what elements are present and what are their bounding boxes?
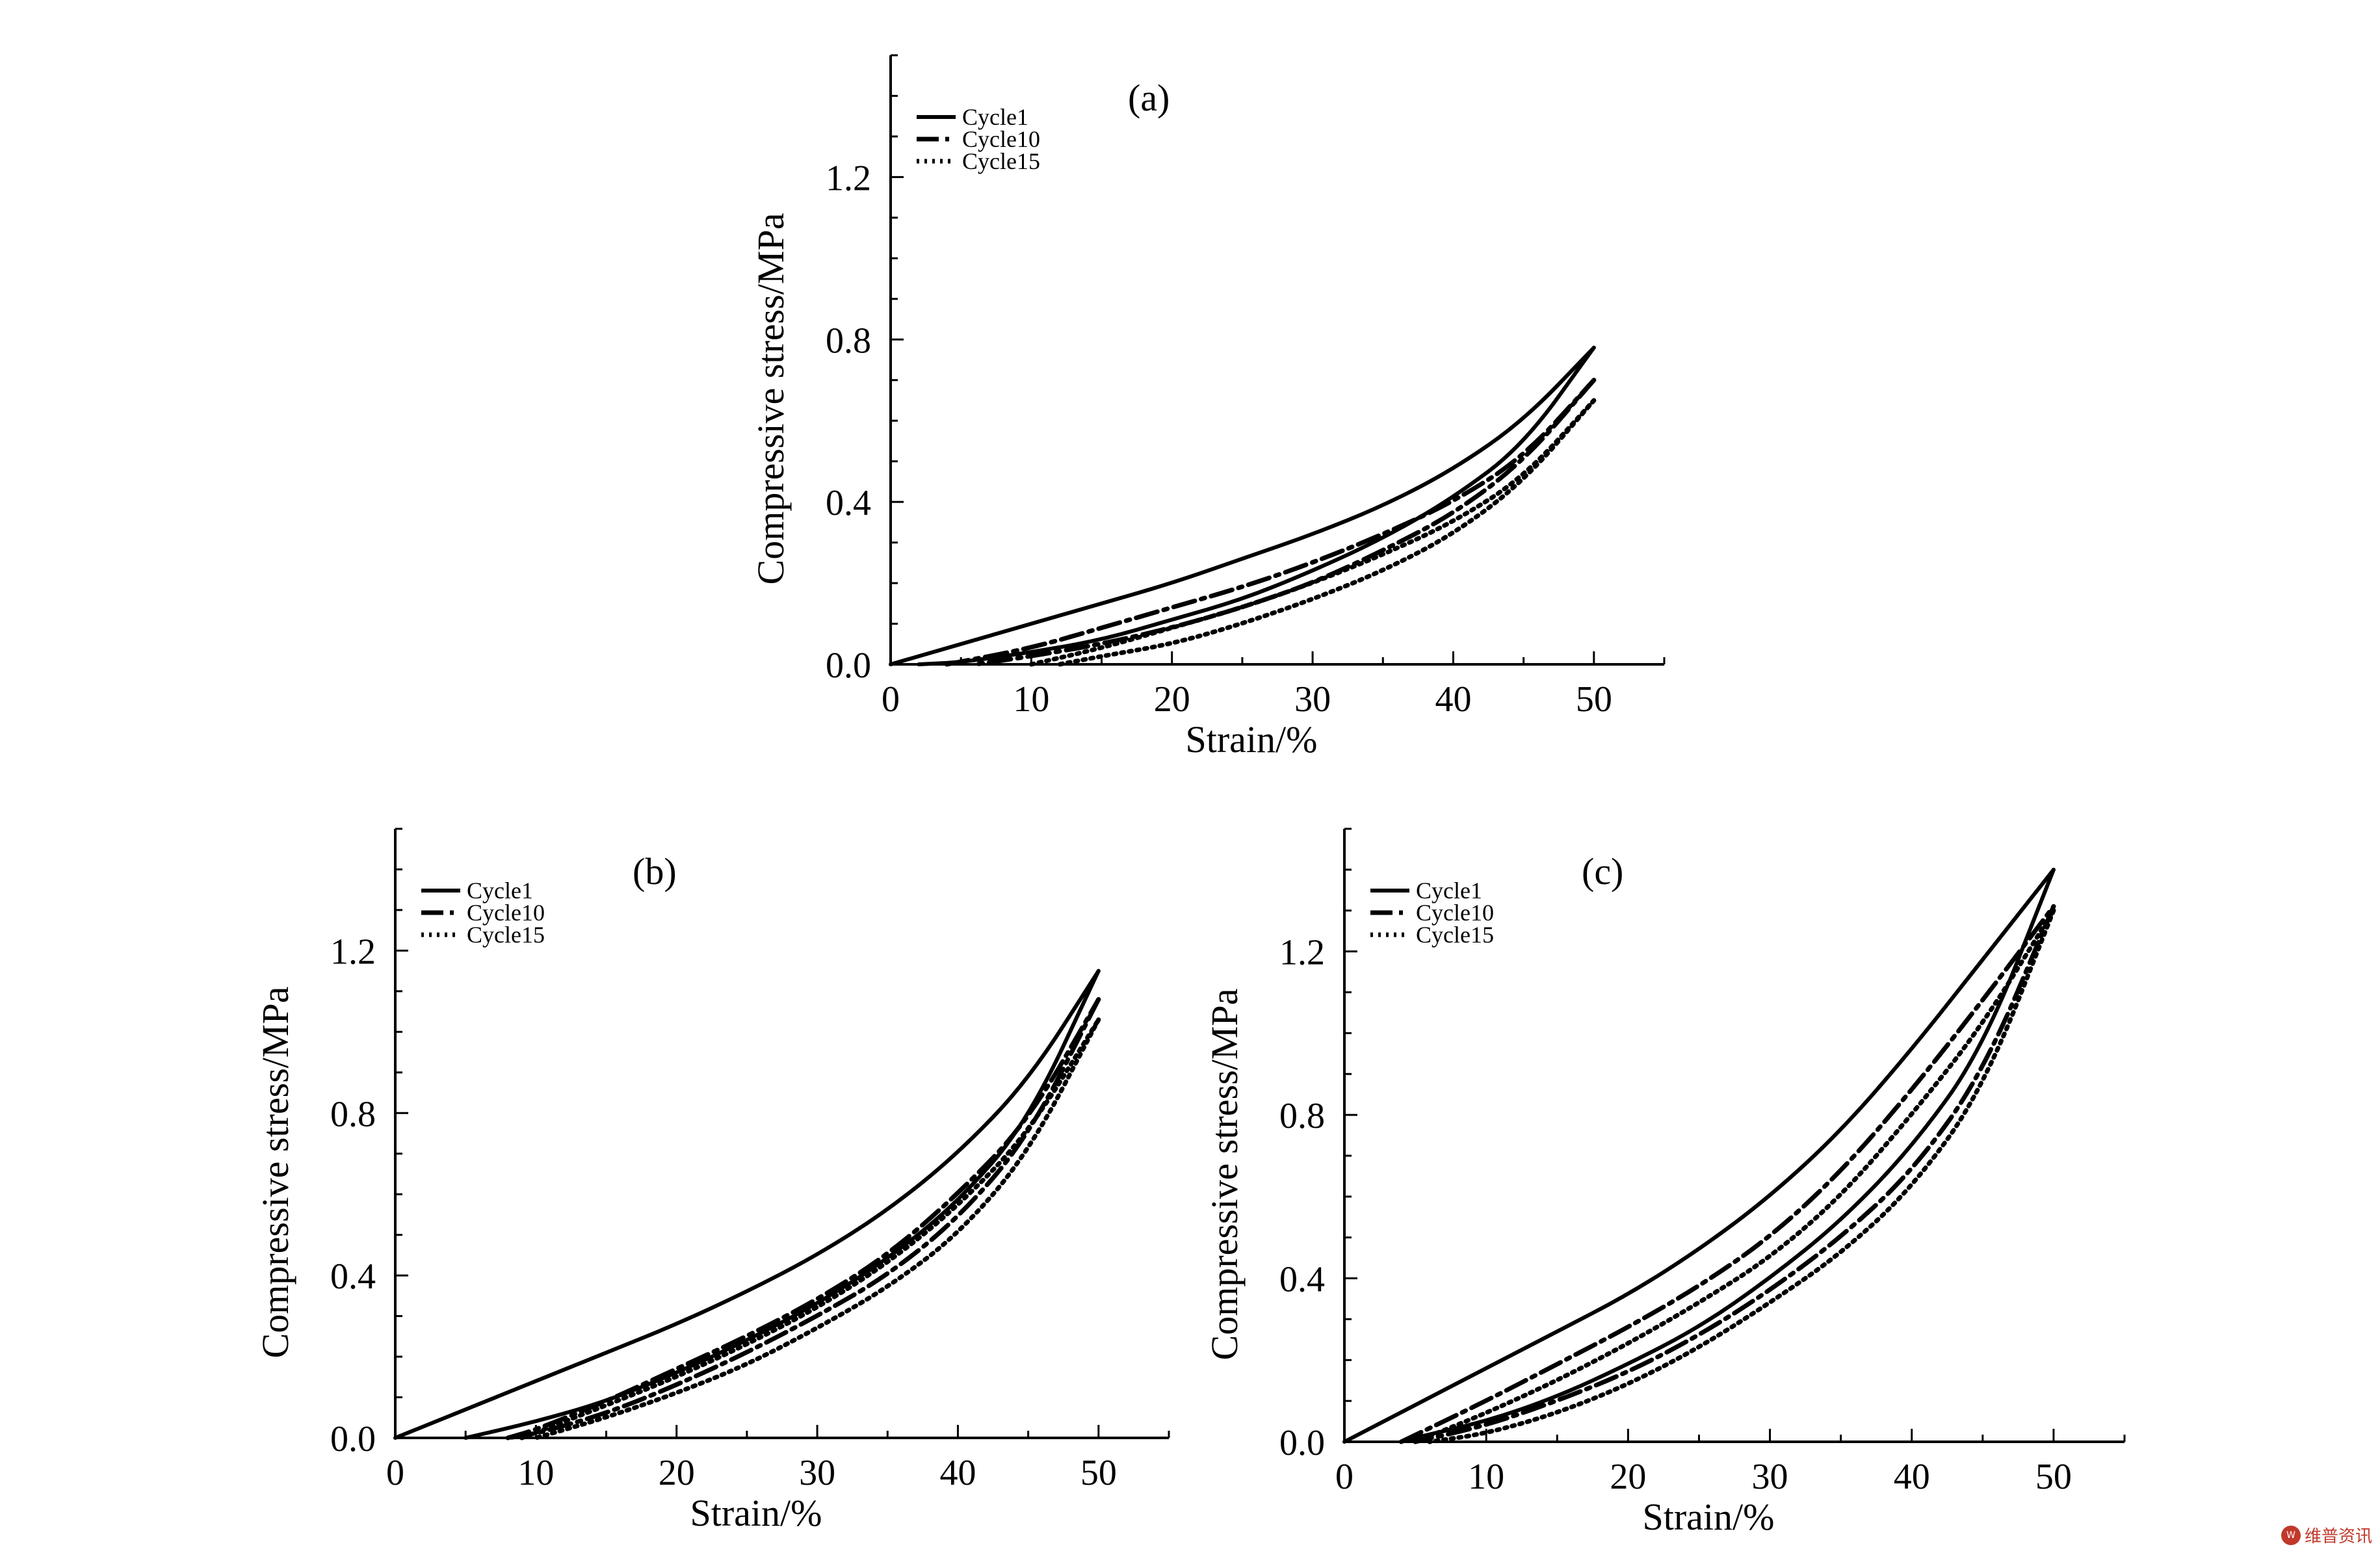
series-cycle10-unloading-line <box>505 997 1101 1440</box>
x-axis-label: Strain/% <box>1186 718 1318 761</box>
x-tick-label: 0 <box>882 679 900 720</box>
y-axis-label: Compressive stress/MPa <box>750 213 792 585</box>
x-tick-label: 30 <box>799 1453 835 1493</box>
y-axis-label: Compressive stress/MPa <box>254 987 296 1359</box>
legend-label: Cycle15 <box>1416 922 1494 948</box>
series-cycle15-loading-line <box>1413 908 2056 1444</box>
x-tick-label: 40 <box>939 1453 976 1493</box>
panel-label: (b) <box>633 850 677 893</box>
x-tick-label: 50 <box>1080 1453 1117 1493</box>
x-tick-label: 30 <box>1752 1457 1788 1497</box>
x-tick-label: 30 <box>1294 679 1331 720</box>
series-cycle1-loading-line <box>889 345 1596 666</box>
x-tick-label: 40 <box>1435 679 1471 720</box>
panel-label: (c) <box>1582 850 1623 893</box>
y-axis-label: Compressive stress/MPa <box>1203 989 1246 1361</box>
panel-a: 0 10 20 30 40 50 0.0 0.4 0.8 1.2 Strain/% Compressi… <box>750 54 1666 761</box>
x-tick-label: 0 <box>386 1453 404 1493</box>
legend-label: Cycle1 <box>962 104 1028 130</box>
series-cycle15-loading-line <box>1028 398 1597 667</box>
panel-b: 0 10 20 30 40 50 0.0 0.4 0.8 1.2 Strain/% Compressi… <box>254 828 1170 1534</box>
series-cycle10-unloading-line <box>1413 904 2056 1444</box>
legend-label: Cycle10 <box>467 900 545 926</box>
y-tick-label: 0.8 <box>1279 1096 1325 1136</box>
y-tick-label: 0.0 <box>330 1419 376 1459</box>
x-tick-label: 20 <box>1610 1457 1646 1497</box>
series-cycle1-loading-line <box>393 969 1101 1440</box>
series-cycle10-loading-line <box>945 378 1597 667</box>
y-tick-label: 1.2 <box>826 158 871 198</box>
x-tick-label: 20 <box>659 1453 695 1493</box>
series-cycle1-unloading-line <box>464 969 1101 1440</box>
series-cycle15-unloading-line <box>1427 908 2056 1444</box>
series-cycle1-loading-line <box>1342 867 2056 1444</box>
legend-label: Cycle1 <box>467 878 533 904</box>
y-tick-label: 0.4 <box>1279 1260 1325 1300</box>
x-tick-label: 10 <box>517 1453 554 1493</box>
series-cycle10-unloading-line <box>973 378 1597 667</box>
watermark-badge-icon: W <box>2281 1525 2301 1545</box>
legend-label: Cycle1 <box>1416 878 1482 904</box>
y-tick-label: 0.8 <box>826 320 871 361</box>
x-tick-label: 50 <box>2035 1457 2072 1497</box>
y-tick-label: 1.2 <box>330 932 376 972</box>
legend-label: Cycle10 <box>1416 900 1494 926</box>
y-tick-label: 0.8 <box>330 1094 376 1134</box>
y-tick-label: 0.0 <box>1279 1423 1325 1463</box>
legend-label: Cycle10 <box>962 126 1040 152</box>
y-tick-label: 0.4 <box>826 483 871 523</box>
legend-label: Cycle15 <box>962 148 1040 174</box>
series-cycle15-unloading-line <box>533 1017 1101 1440</box>
x-tick-label: 20 <box>1154 679 1190 720</box>
x-axis-label: Strain/% <box>690 1492 822 1534</box>
x-tick-label: 40 <box>1894 1457 1930 1497</box>
watermark: W 维普资讯 <box>2281 1523 2372 1547</box>
series-cycle10-loading-line <box>1398 904 2056 1444</box>
series-cycle10-loading-line <box>505 997 1101 1440</box>
y-tick-label: 1.2 <box>1279 933 1325 973</box>
x-axis-label: Strain/% <box>1643 1496 1775 1538</box>
x-tick-label: 10 <box>1013 679 1049 720</box>
series-cycle15-loading-line <box>519 1017 1101 1440</box>
series-cycle1-unloading-line <box>917 345 1596 666</box>
watermark-text: 维普资讯 <box>2304 1527 2372 1546</box>
series-cycle1-unloading-line <box>1399 867 2056 1444</box>
y-tick-label: 0.4 <box>330 1257 376 1297</box>
panel-c: 0 10 20 30 40 50 0.0 0.4 0.8 1.2 Strain/% Compressi… <box>1203 828 2126 1538</box>
x-tick-label: 0 <box>1335 1457 1353 1497</box>
x-tick-label: 10 <box>1468 1457 1504 1497</box>
series-cycle15-unloading-line <box>1057 398 1597 667</box>
x-tick-label: 50 <box>1576 679 1612 720</box>
panel-label: (a) <box>1128 77 1170 119</box>
y-tick-label: 0.0 <box>826 645 871 686</box>
legend-label: Cycle15 <box>467 922 545 948</box>
